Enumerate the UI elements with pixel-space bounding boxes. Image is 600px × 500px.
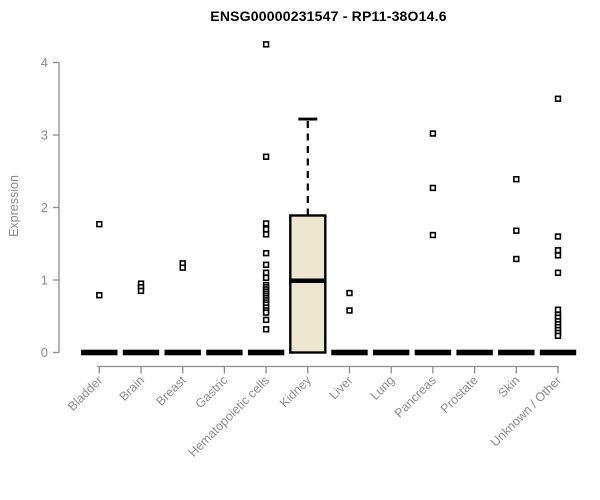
category-label: Kidney	[277, 373, 314, 410]
outlier-point	[262, 220, 270, 227]
outlier-point	[429, 184, 437, 192]
outlier-point	[262, 326, 270, 333]
outlier-point	[262, 269, 270, 276]
outlier-point	[346, 307, 353, 314]
category-label: Hematopoietic cells	[186, 373, 273, 460]
outlier-point	[429, 130, 437, 137]
outlier-point	[346, 289, 353, 297]
collapsed-box	[373, 349, 410, 356]
y-tick-label: 3	[41, 128, 48, 143]
box	[289, 214, 327, 354]
outlier-point	[554, 306, 562, 313]
outlier-point	[554, 269, 562, 276]
collapsed-box	[164, 349, 201, 356]
outlier-point	[262, 226, 270, 233]
outlier-point	[137, 287, 145, 295]
outlier-point	[554, 252, 562, 259]
category-label: Unknown / Other	[488, 373, 564, 449]
outlier-point	[262, 153, 270, 160]
outlier-point	[554, 332, 562, 340]
outlier-point	[262, 231, 270, 238]
category-label: Liver	[327, 373, 356, 402]
outlier-point	[554, 95, 562, 102]
category-label: Breast	[153, 373, 189, 409]
outlier-point	[513, 176, 520, 183]
collapsed-box	[81, 349, 118, 356]
y-tick-label: 4	[41, 55, 48, 70]
outlier-point	[262, 274, 270, 282]
outlier-point	[554, 233, 562, 240]
outlier-point	[96, 292, 103, 299]
category-label: Gastric	[193, 373, 231, 411]
collapsed-box	[122, 349, 160, 356]
collapsed-box	[498, 349, 535, 356]
collapsed-box	[414, 349, 452, 356]
collapsed-box	[331, 349, 368, 356]
category-label: Pancreas	[392, 373, 439, 420]
outlier-point	[513, 255, 520, 263]
y-tick-label: 2	[41, 200, 48, 215]
collapsed-box	[456, 349, 493, 356]
collapsed-box	[539, 349, 577, 356]
outlier-point	[429, 231, 437, 239]
outlier-point	[262, 261, 270, 268]
category-label: Lung	[368, 373, 398, 403]
outlier-point	[513, 227, 520, 234]
outlier-point	[179, 264, 186, 271]
collapsed-box	[247, 349, 285, 356]
category-label: Skin	[495, 373, 522, 400]
chart-title: ENSG00000231547 - RP11-38O14.6	[210, 8, 447, 24]
outlier-point	[554, 247, 562, 254]
outlier-point	[262, 309, 270, 316]
category-label: Prostate	[438, 373, 481, 416]
y-tick-label: 0	[41, 345, 48, 360]
outlier-point	[262, 41, 270, 48]
outlier-point	[96, 220, 103, 228]
category-label: Brain	[117, 373, 148, 404]
outlier-point	[262, 316, 270, 324]
y-tick-label: 1	[41, 273, 48, 288]
category-label: Bladder	[65, 373, 105, 413]
outlier-point	[262, 249, 270, 257]
collapsed-box	[206, 349, 243, 356]
